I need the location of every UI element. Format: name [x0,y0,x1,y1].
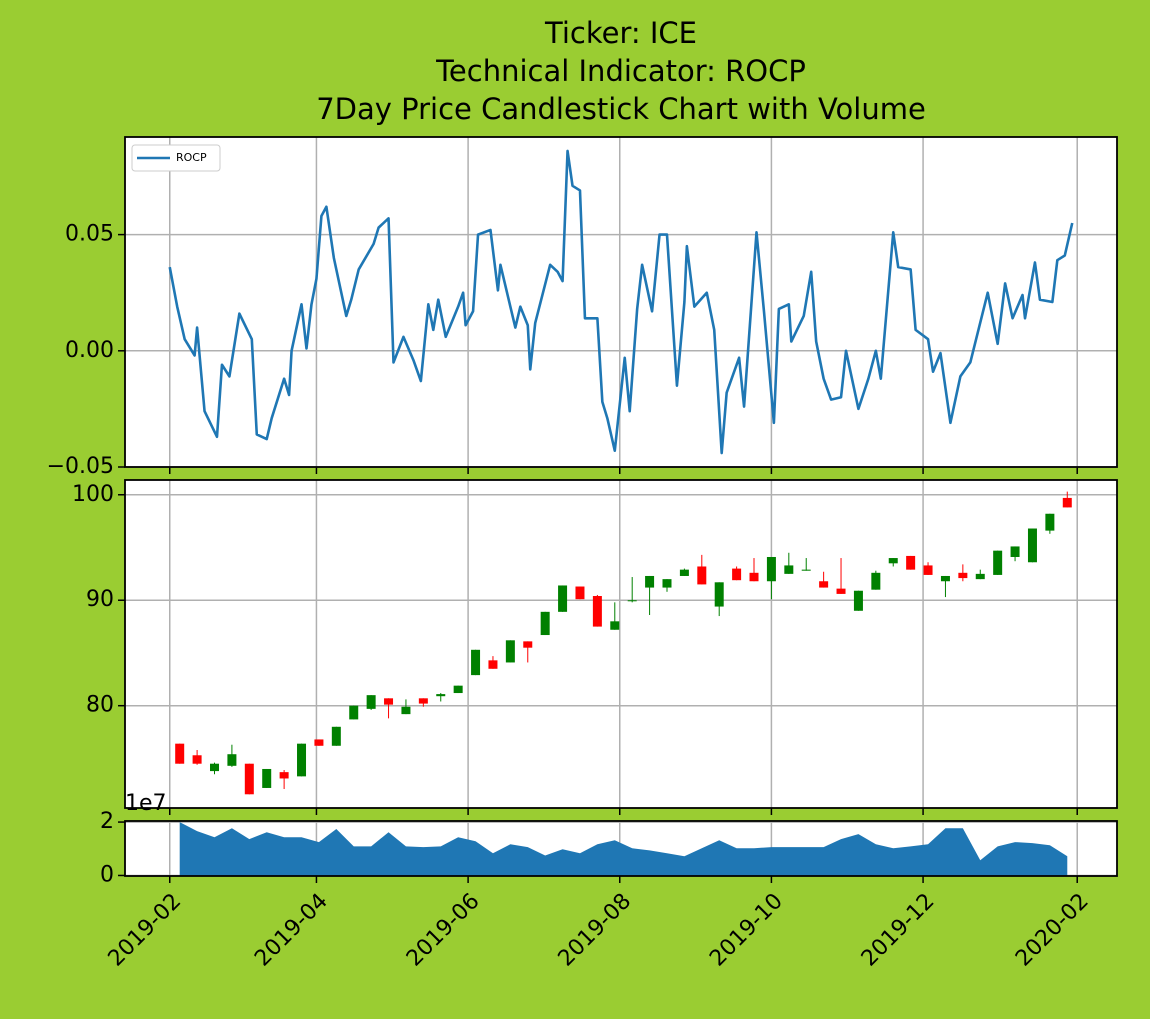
candle-body [523,641,533,648]
legend: ROCP [131,144,221,172]
candle-body [888,558,898,564]
y-tick-label: −0.05 [47,454,114,479]
candle-body [505,640,515,663]
candle-body [366,695,376,709]
x-tick-label: 2019-02 [104,889,187,972]
candle-body [297,743,307,777]
panel-background [125,137,1117,467]
y-tick-label: 90 [86,587,114,612]
candle-body [384,698,394,705]
x-tick-label: 2019-12 [857,889,940,972]
panel-background [125,480,1117,808]
y-tick-label: 100 [72,482,114,507]
candle-body [471,649,481,676]
candle-body [592,596,602,627]
panel-frame [124,479,1118,809]
candle-body [836,588,846,594]
candle-body [714,582,724,607]
candle-body [1062,497,1072,508]
candle-body [801,569,811,571]
candle-body [262,768,272,788]
candle-body [697,566,707,585]
x-tick-label: 2019-06 [402,889,485,972]
line-series [168,149,1074,455]
y-tick-label: 0.05 [65,222,114,247]
candle-body [853,590,863,611]
legend-box [131,144,221,172]
panel-frame [124,820,1118,877]
candle-body [819,581,829,588]
candle-body [192,755,202,764]
candle-body [175,743,185,764]
volume-area [179,822,1068,876]
y-tick-label: 0.00 [65,338,114,363]
candle-body [627,600,637,602]
candle-body [575,586,585,600]
candle-body [418,698,428,704]
candle-body [436,694,446,697]
chart-title: Ticker: ICE [544,16,697,50]
candle-body [871,572,881,590]
candle-body [227,754,237,766]
candle-body [958,572,968,579]
candle-body [279,772,289,779]
legend-label: ROCP [176,151,207,164]
candle-body [1027,528,1037,563]
candle-body [662,579,672,588]
chart-subtitle: Technical Indicator: ROCP [435,54,806,88]
candle-body [244,763,254,795]
candle-body [1045,513,1055,531]
candle-body [940,575,950,582]
x-tick-label: 2019-04 [250,889,333,972]
x-tick-label: 2019-08 [554,889,637,972]
candle-body [679,569,689,576]
candle-body [975,573,985,580]
candle-body [488,660,498,669]
x-tick-label: 2020-02 [1011,889,1094,972]
candle-body [210,763,220,772]
candle-body [923,565,933,575]
candle-body [645,575,655,588]
y-tick-label: 80 [86,693,114,718]
candle-body [766,556,776,582]
panel-frame [124,136,1118,468]
candle-body [610,621,620,630]
x-tick-label: 2019-10 [705,889,788,972]
axis-offset-label: 1e7 [125,791,167,816]
chart-subtitle: 7Day Price Candlestick Chart with Volume [316,92,926,126]
candle-body [732,568,742,581]
candle-body [453,685,463,694]
candle-body [349,705,359,720]
candle-body [993,550,1003,575]
candle-body [558,585,568,612]
candle-body [784,565,794,574]
candle-body [540,611,550,636]
candle-body [331,726,341,746]
y-tick-label: 0 [100,862,114,887]
candle-body [906,555,916,570]
candle-body [314,739,324,746]
candle-body [401,706,411,715]
candle-body [1010,546,1020,557]
candle-body [749,572,759,582]
y-tick-label: 2 [100,809,114,834]
